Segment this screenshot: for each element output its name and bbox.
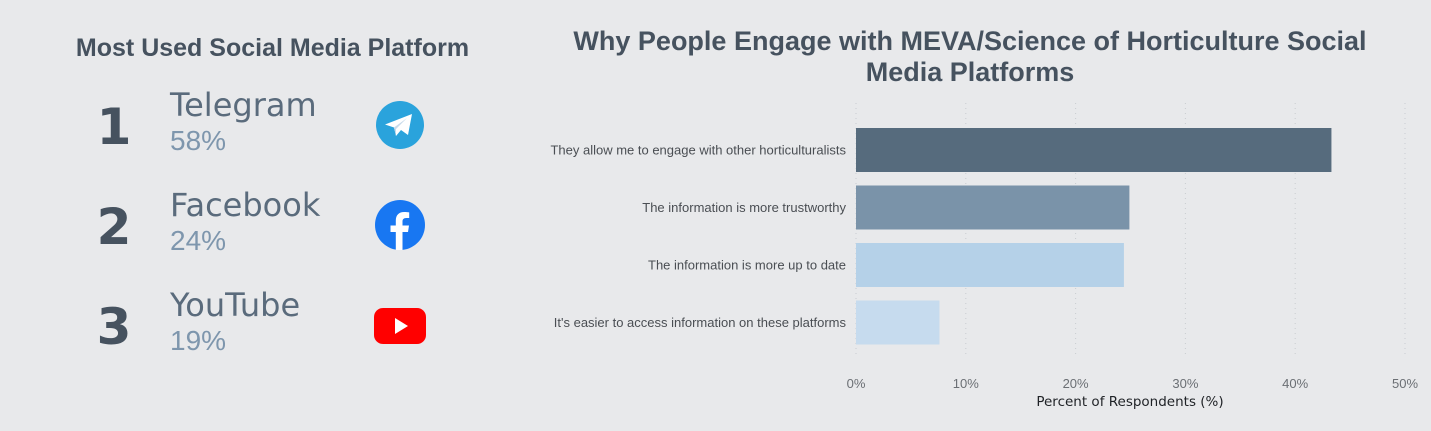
platform-name: YouTube (170, 286, 301, 324)
platform-percent: 24% (170, 225, 227, 256)
platform-percent: 19% (170, 325, 227, 356)
telegram-icon (376, 101, 424, 149)
panel-title: Most Used Social Media Platform (75, 34, 470, 62)
chart-title-line: Why People Engage with MEVA/Science of H… (573, 26, 1367, 56)
platform-rank-row: 1 Telegram 58% (0, 86, 545, 197)
category-label: The information is more trustworthy (642, 200, 846, 215)
platform-rank-row: 3 YouTube 19% (0, 286, 545, 397)
bar (856, 128, 1332, 172)
platform-name: Telegram (170, 86, 317, 124)
x-tick-label: 50% (1392, 376, 1418, 391)
rank-number: 3 (96, 298, 132, 356)
platform-percent: 58% (170, 125, 227, 156)
x-axis-label: Percent of Respondents (%) (1036, 394, 1223, 410)
rank-number: 2 (96, 198, 132, 256)
rank-number: 1 (96, 98, 132, 156)
x-tick-label: 20% (1063, 376, 1089, 391)
bar (856, 300, 940, 345)
category-label: It's easier to access information on the… (554, 315, 847, 330)
category-label: They allow me to engage with other horti… (550, 143, 846, 158)
chart-title: Why People Engage with MEVA/Science of H… (540, 26, 1400, 88)
chart-title-line: Media Platforms (865, 57, 1075, 87)
bar (856, 243, 1124, 287)
x-tick-label: 10% (953, 376, 979, 391)
platform-rank-row: 2 Facebook 24% (0, 186, 545, 297)
category-label: The information is more up to date (648, 258, 846, 273)
youtube-icon (374, 308, 426, 344)
x-tick-label: 40% (1282, 376, 1308, 391)
facebook-icon (375, 200, 425, 250)
bar (856, 185, 1130, 230)
platform-ranking-panel: Most Used Social Media Platform 1 Telegr… (0, 0, 545, 431)
x-tick-label: 30% (1172, 376, 1198, 391)
x-tick-label: 0% (847, 376, 866, 391)
platform-name: Facebook (170, 186, 321, 224)
